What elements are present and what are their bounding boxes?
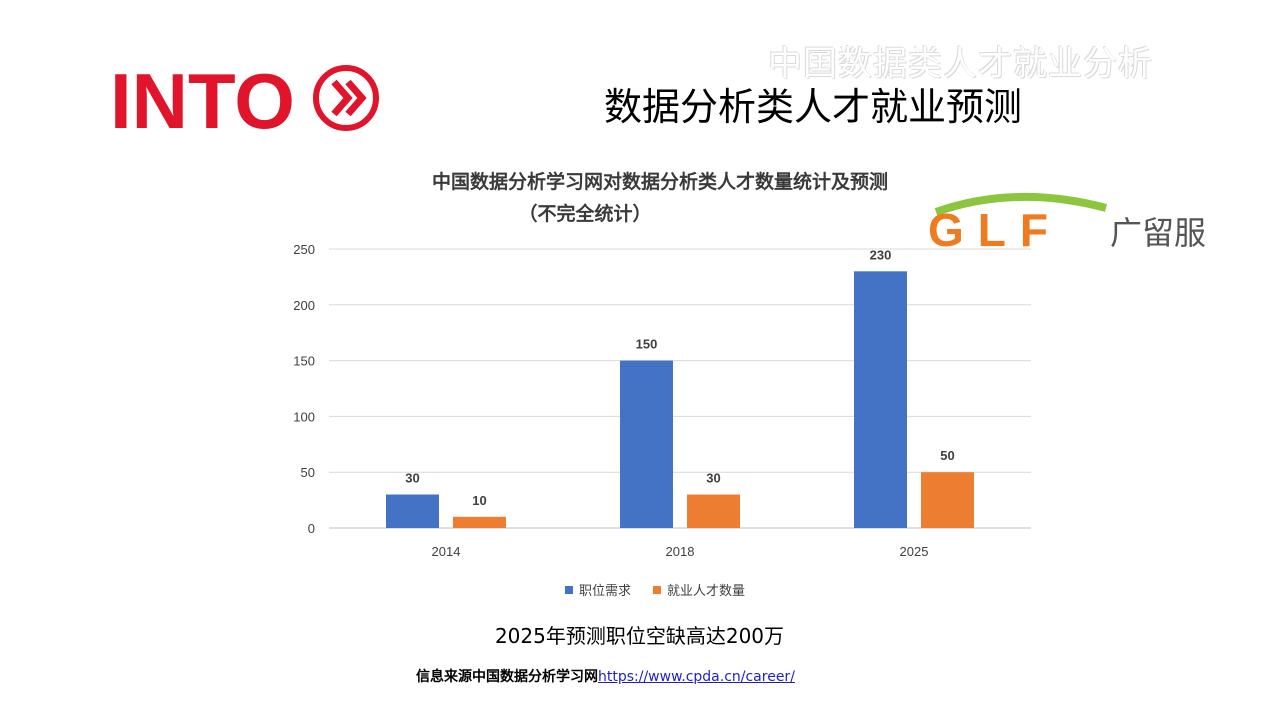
- watermark-title: 中国数据类人才就业分析: [768, 44, 1153, 84]
- data-label: 30: [405, 471, 419, 486]
- x-tick-label: 2018: [666, 544, 695, 559]
- bar-demand: [620, 360, 673, 528]
- glf-arc-icon: [934, 192, 1108, 216]
- source-label: 信息来源中国数据分析学习网: [416, 669, 598, 685]
- legend-label: 职位需求: [579, 584, 632, 599]
- data-label: 30: [706, 471, 720, 486]
- bar-employed: [921, 472, 974, 528]
- source-note: 信息来源中国数据分析学习网https://www.cpda.cn/career/: [416, 666, 795, 686]
- chart-title: 中国数据分析学习网对数据分析类人才数量统计及预测: [431, 171, 888, 193]
- bar-demand: [386, 494, 439, 528]
- source-link[interactable]: https://www.cpda.cn/career/: [598, 669, 795, 685]
- into-chevron-icon: [313, 65, 379, 131]
- data-label: 230: [870, 247, 892, 262]
- data-label: 10: [472, 493, 486, 508]
- glf-chinese-text: 广留服: [1110, 214, 1206, 252]
- bar-demand: [854, 271, 907, 528]
- bar-employed: [687, 494, 740, 528]
- chart-legend: 职位需求 就业人才数量: [0, 580, 1279, 602]
- chart-subtitle: （不完全统计）: [518, 203, 652, 225]
- y-tick-label: 150: [293, 354, 315, 369]
- footnote: 2025年预测职位空缺高达200万: [494, 624, 785, 648]
- page-title: 数据分析类人才就业预测: [604, 85, 1023, 129]
- legend-swatch: [653, 585, 662, 594]
- data-label: 50: [940, 448, 954, 463]
- legend-item-employed: 就业人才数量: [653, 580, 745, 599]
- y-tick-label: 100: [293, 409, 315, 424]
- x-tick-label: 2025: [900, 544, 929, 559]
- y-tick-label: 0: [308, 521, 315, 536]
- bar-employed: [453, 516, 506, 528]
- y-tick-label: 200: [293, 298, 315, 313]
- glf-letters: GLF: [928, 204, 1062, 252]
- into-logo-text: INTO: [110, 62, 295, 134]
- legend-swatch: [565, 585, 573, 594]
- legend-item-demand: 职位需求: [565, 580, 631, 599]
- into-logo: INTO: [110, 62, 379, 134]
- x-tick-label: 2014: [432, 544, 461, 559]
- glf-logo: GLF 广留服: [928, 192, 1206, 252]
- legend-label: 就业人才数量: [667, 584, 746, 599]
- y-tick-label: 50: [301, 465, 315, 480]
- data-label: 150: [636, 337, 658, 352]
- y-tick-label: 250: [293, 242, 315, 257]
